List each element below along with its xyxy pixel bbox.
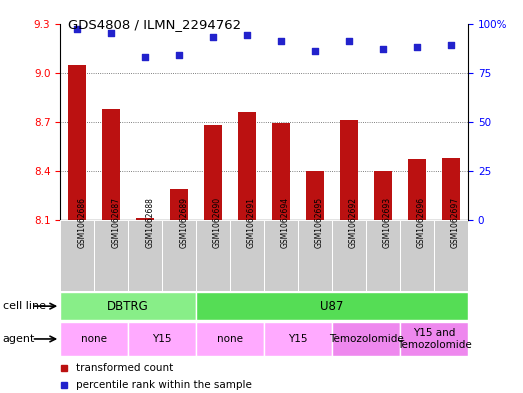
Bar [136,219,154,220]
Point [413,44,422,50]
Bar [196,292,468,320]
Bar [196,322,264,356]
Text: percentile rank within the sample: percentile rank within the sample [76,380,252,390]
Point [141,54,150,60]
Text: GSM1062697: GSM1062697 [451,197,460,248]
Bar [60,322,128,356]
Bar [272,123,290,220]
Point [107,30,116,37]
Bar [366,220,400,291]
Bar [68,64,86,220]
Bar [264,322,332,356]
Point [277,38,286,44]
Bar [434,220,468,291]
Bar [170,189,188,220]
Bar [332,322,400,356]
Bar [400,220,434,291]
Bar [230,220,264,291]
Text: GSM1062696: GSM1062696 [417,197,426,248]
Point [209,34,218,40]
Bar [196,220,230,291]
Bar [340,120,358,220]
Bar [128,322,196,356]
Text: Y15 and
Temozolomide: Y15 and Temozolomide [397,328,471,350]
Text: GSM1062690: GSM1062690 [213,197,222,248]
Bar [128,220,162,291]
Text: GSM1062687: GSM1062687 [111,197,120,248]
Text: U87: U87 [321,299,344,313]
Text: GSM1062691: GSM1062691 [247,197,256,248]
Bar [306,171,324,220]
Text: Y15: Y15 [152,334,172,344]
Bar [442,158,460,220]
Text: GSM1062693: GSM1062693 [383,197,392,248]
Text: agent: agent [3,334,35,344]
Point [311,48,320,54]
Text: GSM1062689: GSM1062689 [179,197,188,248]
Bar [408,160,426,220]
Text: GSM1062688: GSM1062688 [145,197,154,248]
Point [175,52,184,58]
Text: none: none [81,334,107,344]
Text: GSM1062695: GSM1062695 [315,197,324,248]
Text: none: none [217,334,243,344]
Bar [298,220,332,291]
Text: GSM1062686: GSM1062686 [77,197,86,248]
Text: Y15: Y15 [288,334,308,344]
Bar [102,109,120,220]
Point [447,42,456,48]
Bar [264,220,298,291]
Bar [60,292,196,320]
Point [73,26,82,33]
Bar [400,322,468,356]
Text: GDS4808 / ILMN_2294762: GDS4808 / ILMN_2294762 [68,18,241,31]
Bar [60,220,94,291]
Point [345,38,354,44]
Text: transformed count: transformed count [76,362,174,373]
Text: GSM1062694: GSM1062694 [281,197,290,248]
Text: DBTRG: DBTRG [107,299,149,313]
Text: GSM1062692: GSM1062692 [349,197,358,248]
Bar [238,112,256,220]
Point [379,46,388,52]
Bar [94,220,128,291]
Bar [332,220,366,291]
Text: Temozolomide: Temozolomide [329,334,403,344]
Bar [162,220,196,291]
Text: cell line: cell line [3,301,46,311]
Bar [374,171,392,220]
Point [243,32,252,39]
Bar [204,125,222,220]
